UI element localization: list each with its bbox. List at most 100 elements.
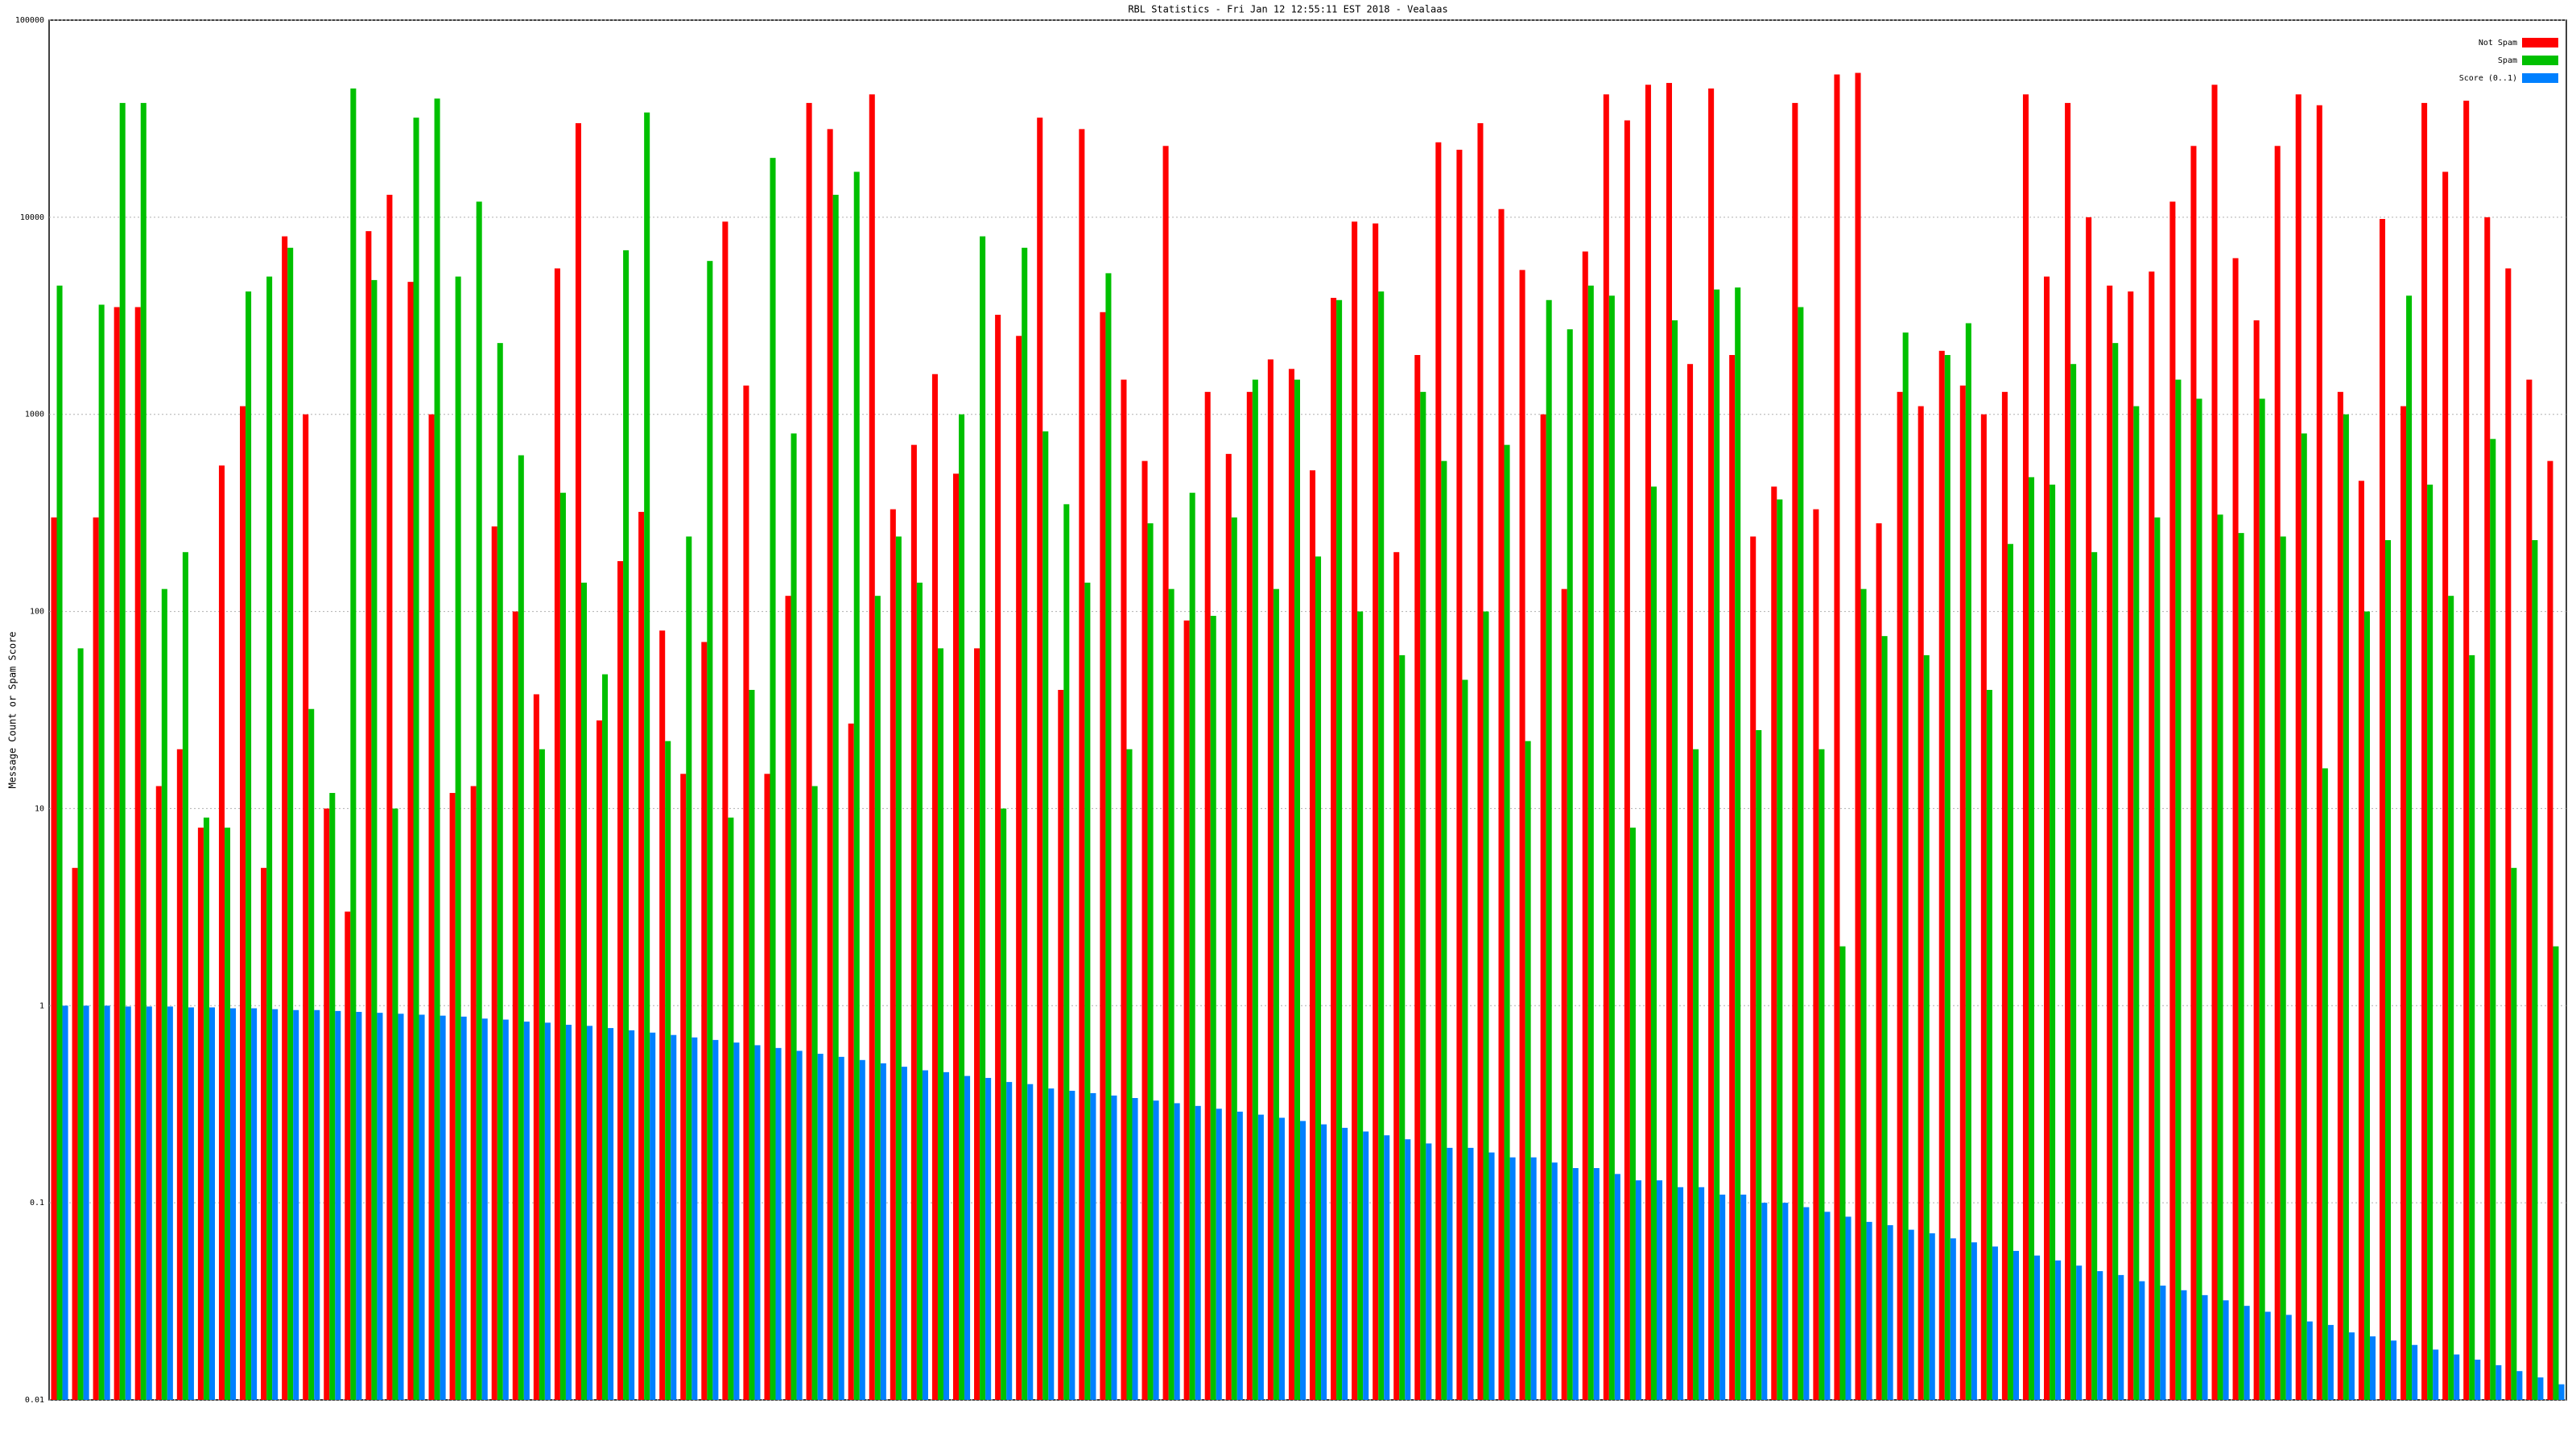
bar <box>785 596 791 1400</box>
bar <box>1236 1111 1243 1400</box>
bar <box>1435 142 1442 1400</box>
bar <box>287 247 294 1400</box>
bar <box>1027 1084 1034 1400</box>
bar <box>1147 523 1154 1401</box>
bar <box>1824 1212 1831 1400</box>
bar <box>119 102 126 1401</box>
bar <box>104 1005 110 1400</box>
bar <box>407 282 414 1400</box>
bar <box>2259 398 2265 1401</box>
bar <box>197 828 204 1400</box>
bar <box>2274 146 2281 1400</box>
bar <box>377 1013 383 1400</box>
bar <box>1111 1095 1117 1400</box>
bar <box>2526 379 2533 1401</box>
bar <box>1740 1195 1747 1400</box>
legend-label: Score (0..1) <box>2459 74 2517 83</box>
bar <box>2363 611 2370 1400</box>
bar <box>1587 285 1594 1401</box>
bar <box>2097 1271 2103 1400</box>
bar <box>329 793 336 1400</box>
bar <box>587 1026 593 1400</box>
bar <box>901 1067 907 1400</box>
bar <box>1845 1216 1852 1400</box>
bar <box>869 94 875 1400</box>
bar <box>51 517 57 1400</box>
bar <box>386 194 393 1401</box>
bar <box>1084 582 1091 1400</box>
bar <box>1672 320 1678 1401</box>
bar <box>2154 517 2161 1400</box>
bar <box>2295 94 2301 1400</box>
bar <box>1483 611 1489 1400</box>
y-tick-label: 0.1 <box>30 1199 44 1208</box>
bar <box>2280 536 2286 1400</box>
bar <box>1950 1238 1956 1400</box>
bar <box>2490 439 2496 1401</box>
bar <box>1876 523 1882 1401</box>
y-tick-label: 100000 <box>15 16 44 25</box>
bar <box>98 304 105 1400</box>
bar <box>1771 486 1777 1400</box>
bar <box>1519 270 1525 1400</box>
bar <box>1267 359 1274 1400</box>
bar <box>182 551 188 1400</box>
bar <box>2211 85 2218 1400</box>
bar <box>539 749 545 1400</box>
bar <box>1735 287 1741 1401</box>
bar <box>1729 355 1736 1401</box>
bar <box>476 201 482 1401</box>
bar <box>1624 120 1630 1401</box>
bar <box>1546 299 1552 1400</box>
bar <box>644 112 650 1401</box>
bar <box>791 433 797 1401</box>
bar <box>2448 596 2454 1400</box>
bar <box>1530 1157 1537 1400</box>
bar <box>266 276 273 1400</box>
bar <box>1252 379 1258 1401</box>
bar <box>1100 312 1106 1400</box>
bar <box>722 221 729 1401</box>
bar <box>398 1013 404 1400</box>
bar <box>1309 470 1316 1400</box>
bar <box>806 102 812 1401</box>
bar <box>959 414 965 1400</box>
bar <box>335 1010 341 1400</box>
bar <box>1016 336 1022 1400</box>
bar <box>1629 828 1636 1400</box>
bar <box>638 511 645 1400</box>
bar <box>1022 247 1028 1400</box>
bar <box>1803 1207 1810 1400</box>
bar <box>1393 551 1400 1400</box>
bar <box>518 455 524 1401</box>
bar <box>1582 251 1588 1400</box>
bar <box>2007 543 2013 1400</box>
bar <box>832 194 839 1401</box>
bar <box>1498 208 1505 1400</box>
bar <box>874 596 881 1400</box>
bar <box>1834 74 1840 1400</box>
bar <box>218 465 225 1400</box>
bar <box>1860 588 1867 1400</box>
bar <box>1373 223 1379 1400</box>
bar <box>952 473 960 1401</box>
bar <box>980 236 986 1401</box>
bar <box>413 118 419 1400</box>
bar <box>2139 1281 2145 1400</box>
y-tick-label: 10000 <box>20 213 44 222</box>
bar <box>650 1032 656 1400</box>
bar <box>2065 102 2071 1401</box>
bar <box>2442 171 2449 1401</box>
bar <box>1923 654 1930 1400</box>
bar <box>1699 1187 1705 1400</box>
bar <box>56 285 63 1401</box>
bar <box>848 723 854 1400</box>
bar <box>155 786 162 1400</box>
bar <box>1462 679 1468 1400</box>
bar <box>910 444 917 1401</box>
bar <box>2553 946 2559 1400</box>
bar <box>1414 355 1421 1401</box>
bar <box>314 1009 320 1400</box>
